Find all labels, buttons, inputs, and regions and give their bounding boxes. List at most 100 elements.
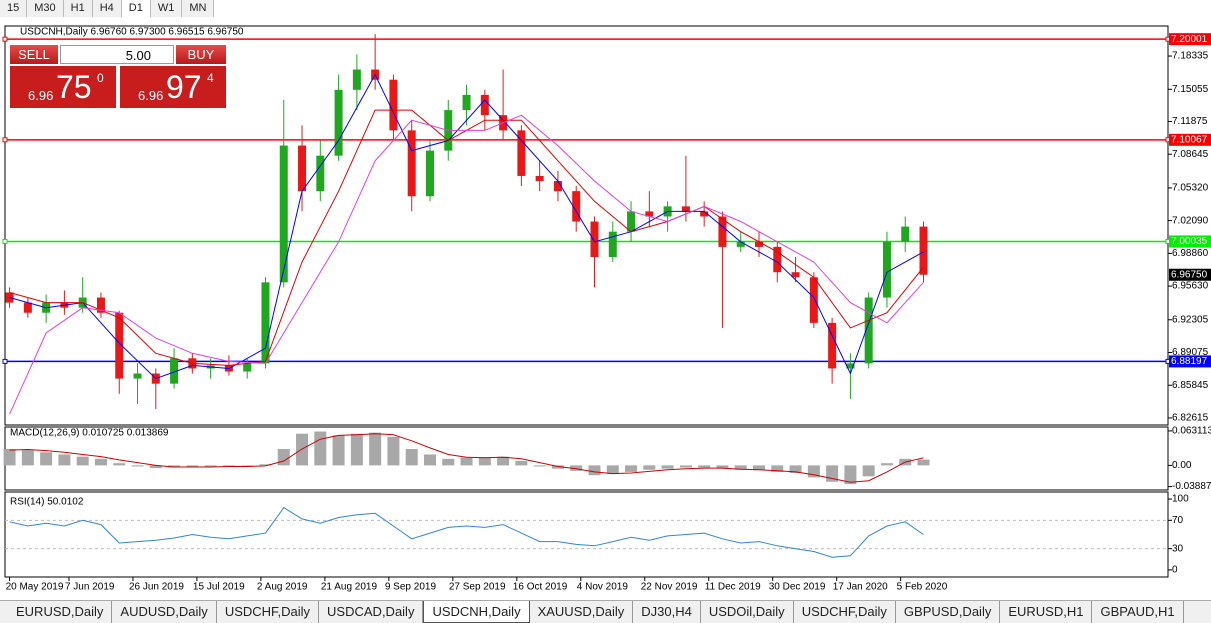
chart-tab[interactable]: DJ30,H4 bbox=[633, 601, 701, 623]
y-tick-label: 7.15055 bbox=[1172, 84, 1209, 95]
level-handle bbox=[2, 137, 8, 143]
x-tick-label: 30 Dec 2019 bbox=[769, 582, 826, 593]
candle-body bbox=[298, 145, 307, 192]
x-tick-label: 4 Nov 2019 bbox=[577, 582, 629, 593]
chart-header: USDCNH,Daily 6.96760 6.97300 6.96515 6.9… bbox=[20, 27, 244, 38]
candle-body bbox=[627, 211, 636, 232]
chart-tab[interactable]: EURUSD,Daily bbox=[8, 601, 113, 623]
x-tick-label: 22 Nov 2019 bbox=[641, 582, 698, 593]
sell-button[interactable]: SELL bbox=[10, 45, 58, 64]
y-tick-label: 6.95630 bbox=[1172, 281, 1209, 292]
x-tick-label: 27 Sep 2019 bbox=[449, 582, 506, 593]
timeframe-button[interactable]: 15 bbox=[0, 0, 28, 17]
y-tick-label: 6.92305 bbox=[1172, 314, 1209, 325]
macd-bar bbox=[606, 465, 619, 475]
level-handle bbox=[2, 358, 8, 364]
macd-bar bbox=[131, 465, 144, 467]
x-tick-label: 2 Aug 2019 bbox=[257, 582, 308, 593]
y-tick-label: 30 bbox=[1172, 543, 1184, 554]
timeframe-button[interactable]: MN bbox=[182, 0, 215, 17]
candle-body bbox=[590, 221, 599, 258]
candle-body bbox=[901, 226, 910, 242]
timeframe-button[interactable]: D1 bbox=[121, 0, 151, 17]
macd-bar bbox=[643, 465, 656, 470]
timeframe-button[interactable]: H1 bbox=[64, 0, 93, 17]
y-tick-label: 6.89075 bbox=[1172, 347, 1209, 358]
macd-bar bbox=[40, 452, 53, 466]
candle-body bbox=[425, 150, 434, 197]
macd-bar bbox=[277, 449, 290, 466]
candle-body bbox=[480, 94, 489, 116]
ask-pips: 97 bbox=[166, 69, 202, 105]
moving-average bbox=[9, 73, 924, 380]
level-label-bg bbox=[1169, 235, 1211, 248]
chart-tab[interactable]: USDCAD,Daily bbox=[319, 601, 424, 623]
level-label: 6.88197 bbox=[1171, 356, 1208, 367]
candle-body bbox=[334, 89, 343, 156]
macd-bar bbox=[369, 432, 382, 466]
level-handle bbox=[2, 238, 8, 244]
chart-tab[interactable]: USDCHF,Daily bbox=[217, 601, 320, 623]
macd-bar bbox=[716, 465, 729, 469]
macd-bar bbox=[497, 456, 510, 466]
candle-body bbox=[352, 69, 361, 90]
bid-box[interactable] bbox=[10, 66, 116, 108]
x-tick-label: 15 Jul 2019 bbox=[193, 582, 245, 593]
ask-box[interactable] bbox=[120, 66, 226, 108]
x-tick-label: 9 Sep 2019 bbox=[385, 582, 437, 593]
macd-bar bbox=[21, 450, 34, 466]
x-tick-label: 5 Feb 2020 bbox=[897, 582, 948, 593]
chart-tab[interactable]: USDCNH,Daily bbox=[423, 601, 530, 623]
candle-body bbox=[5, 292, 14, 303]
y-tick-label: 100 bbox=[1172, 494, 1189, 505]
macd-bar bbox=[515, 461, 528, 466]
macd-bar bbox=[625, 465, 638, 472]
macd-bar bbox=[734, 465, 747, 470]
chart-tab[interactable]: GBPAUD,H1 bbox=[1092, 601, 1184, 623]
chart-tab[interactable]: XAUUSD,Daily bbox=[530, 601, 634, 623]
candle-body bbox=[645, 211, 654, 217]
chart-tab[interactable]: EURUSD,H1 bbox=[1000, 601, 1093, 623]
timeframe-button[interactable]: M30 bbox=[27, 0, 64, 17]
moving-average bbox=[9, 114, 924, 415]
chart-tab[interactable]: USDOil,Daily bbox=[701, 601, 794, 623]
macd-bar bbox=[405, 449, 418, 466]
timeframe-button[interactable]: H4 bbox=[93, 0, 122, 17]
level-label-bg bbox=[1169, 355, 1211, 368]
chart-tab[interactable]: USDCHF,Daily bbox=[794, 601, 896, 623]
macd-title: MACD(12,26,9) 0.010725 0.013869 bbox=[10, 428, 169, 439]
x-tick-label: 21 Aug 2019 bbox=[321, 582, 378, 593]
candle-body bbox=[115, 312, 124, 379]
level-label-bg bbox=[1169, 133, 1211, 146]
level-label: 7.00035 bbox=[1171, 236, 1208, 247]
buy-button[interactable]: BUY bbox=[176, 45, 226, 64]
timeframe-button[interactable]: W1 bbox=[151, 0, 183, 17]
candle-body bbox=[572, 191, 581, 222]
candle-body bbox=[864, 297, 873, 364]
macd-bar bbox=[94, 458, 107, 466]
current-price-bg bbox=[1169, 268, 1211, 281]
bid-frac: 0 bbox=[97, 71, 104, 85]
chart-tab[interactable]: AUDUSD,Daily bbox=[112, 601, 217, 623]
lot-input[interactable]: 5.00 bbox=[60, 45, 174, 64]
rsi-panel bbox=[4, 491, 1169, 578]
timeframe-toolbar: 15 M30 H1 H4 D1 W1 MN bbox=[0, 0, 215, 17]
candle-body bbox=[23, 302, 32, 313]
macd-bar bbox=[570, 465, 583, 471]
candle-body bbox=[736, 241, 745, 247]
level-label: 7.20001 bbox=[1171, 34, 1208, 45]
macd-bar bbox=[350, 433, 363, 466]
macd-bar bbox=[58, 454, 71, 466]
chart-tab[interactable]: GBPUSD,Daily bbox=[896, 601, 1001, 623]
macd-bar bbox=[241, 465, 254, 466]
macd-bar bbox=[222, 465, 235, 467]
candle-body bbox=[828, 322, 837, 369]
candle-body bbox=[96, 297, 105, 313]
y-tick-label: 0 bbox=[1172, 565, 1178, 576]
macd-bar bbox=[771, 465, 784, 472]
macd-bar bbox=[149, 465, 162, 469]
y-tick-label: 7.05320 bbox=[1172, 183, 1209, 194]
x-tick-label: 26 Jun 2019 bbox=[129, 582, 184, 593]
macd-bar bbox=[3, 449, 16, 466]
